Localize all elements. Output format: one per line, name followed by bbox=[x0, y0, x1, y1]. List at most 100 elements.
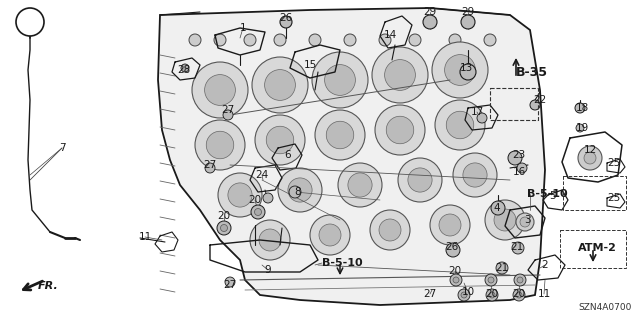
Circle shape bbox=[255, 209, 262, 216]
Circle shape bbox=[214, 34, 226, 46]
Circle shape bbox=[310, 215, 350, 255]
Circle shape bbox=[370, 210, 410, 250]
Circle shape bbox=[278, 168, 322, 212]
Circle shape bbox=[387, 116, 413, 144]
Text: 27: 27 bbox=[223, 280, 237, 290]
Circle shape bbox=[530, 100, 540, 110]
Text: 23: 23 bbox=[513, 150, 525, 160]
Circle shape bbox=[312, 52, 368, 108]
Circle shape bbox=[379, 219, 401, 241]
Text: 16: 16 bbox=[513, 167, 525, 177]
Circle shape bbox=[575, 103, 585, 113]
Circle shape bbox=[225, 277, 235, 287]
Circle shape bbox=[508, 151, 522, 165]
Circle shape bbox=[206, 131, 234, 159]
Circle shape bbox=[491, 201, 505, 215]
Circle shape bbox=[486, 289, 498, 301]
Circle shape bbox=[324, 65, 355, 95]
Text: 17: 17 bbox=[470, 107, 484, 117]
Circle shape bbox=[375, 105, 425, 155]
Text: ATM-2: ATM-2 bbox=[578, 243, 617, 253]
Circle shape bbox=[496, 262, 508, 274]
Circle shape bbox=[439, 214, 461, 236]
Circle shape bbox=[266, 126, 294, 154]
Text: 11: 11 bbox=[538, 289, 550, 299]
Text: 14: 14 bbox=[383, 30, 397, 40]
Circle shape bbox=[255, 115, 305, 165]
Circle shape bbox=[252, 57, 308, 113]
Circle shape bbox=[385, 60, 415, 90]
Circle shape bbox=[432, 42, 488, 98]
Circle shape bbox=[244, 34, 256, 46]
Text: 6: 6 bbox=[285, 150, 291, 160]
Circle shape bbox=[259, 229, 281, 251]
Circle shape bbox=[289, 186, 301, 198]
Circle shape bbox=[435, 100, 485, 150]
Circle shape bbox=[460, 64, 476, 80]
Text: 10: 10 bbox=[461, 287, 475, 297]
Circle shape bbox=[430, 205, 470, 245]
Text: 3: 3 bbox=[524, 215, 531, 225]
Circle shape bbox=[181, 64, 189, 72]
Circle shape bbox=[485, 274, 497, 286]
Circle shape bbox=[344, 34, 356, 46]
Circle shape bbox=[513, 289, 525, 301]
Circle shape bbox=[450, 274, 462, 286]
Circle shape bbox=[326, 121, 354, 149]
Circle shape bbox=[584, 152, 596, 164]
Circle shape bbox=[409, 34, 421, 46]
Circle shape bbox=[338, 163, 382, 207]
Text: 20: 20 bbox=[248, 195, 262, 205]
Circle shape bbox=[228, 183, 252, 207]
Circle shape bbox=[514, 274, 526, 286]
Text: 25: 25 bbox=[607, 158, 621, 168]
Circle shape bbox=[348, 173, 372, 197]
Text: FR.: FR. bbox=[38, 281, 59, 291]
Circle shape bbox=[494, 209, 516, 231]
Circle shape bbox=[288, 178, 312, 202]
Text: 28: 28 bbox=[177, 65, 191, 75]
Circle shape bbox=[516, 292, 522, 298]
Text: 29: 29 bbox=[461, 7, 475, 17]
Circle shape bbox=[250, 220, 290, 260]
Circle shape bbox=[221, 225, 227, 232]
Circle shape bbox=[516, 213, 534, 231]
Circle shape bbox=[520, 217, 530, 227]
Circle shape bbox=[408, 168, 432, 192]
Text: 9: 9 bbox=[265, 265, 271, 275]
Circle shape bbox=[458, 289, 470, 301]
Circle shape bbox=[453, 153, 497, 197]
Text: 25: 25 bbox=[607, 193, 621, 203]
Text: 2: 2 bbox=[541, 260, 548, 270]
Circle shape bbox=[576, 124, 584, 132]
Text: 29: 29 bbox=[424, 7, 436, 17]
Text: 26: 26 bbox=[280, 13, 292, 23]
Circle shape bbox=[449, 34, 461, 46]
Circle shape bbox=[488, 277, 494, 283]
Circle shape bbox=[517, 277, 523, 283]
Circle shape bbox=[446, 111, 474, 139]
Text: SZN4A0700: SZN4A0700 bbox=[579, 303, 632, 313]
Circle shape bbox=[16, 8, 44, 36]
Polygon shape bbox=[158, 8, 545, 305]
Circle shape bbox=[453, 277, 459, 283]
Text: B-5-10: B-5-10 bbox=[322, 258, 363, 268]
Text: 26: 26 bbox=[445, 242, 459, 252]
Circle shape bbox=[485, 200, 525, 240]
Circle shape bbox=[372, 47, 428, 103]
Text: 15: 15 bbox=[303, 60, 317, 70]
Circle shape bbox=[309, 34, 321, 46]
Text: 19: 19 bbox=[575, 123, 589, 133]
Text: 27: 27 bbox=[424, 289, 436, 299]
Text: 1: 1 bbox=[240, 23, 246, 33]
Circle shape bbox=[205, 163, 215, 173]
Circle shape bbox=[205, 75, 236, 105]
Circle shape bbox=[315, 110, 365, 160]
Circle shape bbox=[463, 163, 487, 187]
Circle shape bbox=[195, 120, 245, 170]
Circle shape bbox=[274, 34, 286, 46]
Text: 20: 20 bbox=[449, 266, 461, 276]
Circle shape bbox=[398, 158, 442, 202]
Circle shape bbox=[263, 193, 273, 203]
Text: 24: 24 bbox=[255, 170, 269, 180]
